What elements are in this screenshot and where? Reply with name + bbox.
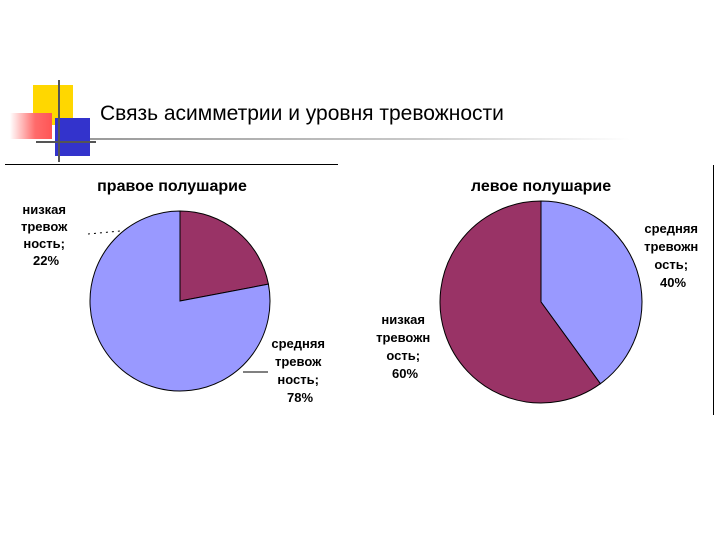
pie-chart-right-hemisphere: правое полушарие низкая тревож ность; 22… — [21, 178, 328, 405]
chart-title-right-hemisphere: правое полушарие — [97, 178, 247, 195]
pie-slice-0-1 — [89, 210, 271, 392]
label-line: ность; — [23, 236, 65, 251]
slide-title: Связь асимметрии и уровня тревожности — [100, 102, 504, 125]
pie-chart-left-hemisphere: левое полушарие средняя тревожн ость; 40… — [376, 178, 702, 404]
label-medium-anxiety-left: средняя тревожн ость; 40% — [644, 221, 702, 290]
deco-horizontal-line — [36, 141, 96, 143]
label-line: ость; — [386, 348, 420, 363]
chart-title-left-hemisphere: левое полушарие — [471, 178, 611, 195]
pie-slice-1-0 — [540, 200, 643, 385]
leader-line-low-right — [87, 230, 121, 235]
chart-frame-top-line — [5, 164, 338, 165]
label-line: 78% — [287, 390, 313, 405]
chart-frame-right-line — [713, 165, 714, 415]
pie-slice-1-1 — [439, 200, 602, 404]
label-line: 40% — [660, 275, 686, 290]
title-underline — [90, 138, 630, 140]
label-line: тревожн — [376, 330, 430, 345]
deco-blue-square — [55, 118, 90, 156]
pie-right-hemisphere — [89, 210, 271, 392]
label-line: средняя — [644, 221, 698, 236]
pie-slice-0-0 — [179, 210, 269, 302]
label-line: 60% — [392, 366, 418, 381]
label-low-anxiety-right: низкая тревож ность; 22% — [21, 202, 71, 268]
label-line: 22% — [33, 253, 59, 268]
label-line: низкая — [381, 312, 425, 327]
label-line: ность; — [277, 372, 319, 387]
label-line: ость; — [654, 257, 688, 272]
label-line: средняя — [271, 336, 325, 351]
label-medium-anxiety-right: средняя тревож ность; 78% — [271, 336, 328, 405]
label-line: тревожн — [644, 239, 698, 254]
label-line: тревож — [275, 354, 322, 369]
deco-red-square — [10, 113, 52, 139]
label-line: низкая — [22, 202, 66, 217]
pie-left-hemisphere — [439, 200, 643, 404]
deco-vertical-line — [58, 80, 60, 162]
label-line: тревож — [21, 219, 68, 234]
label-low-anxiety-left: низкая тревожн ость; 60% — [376, 312, 434, 381]
